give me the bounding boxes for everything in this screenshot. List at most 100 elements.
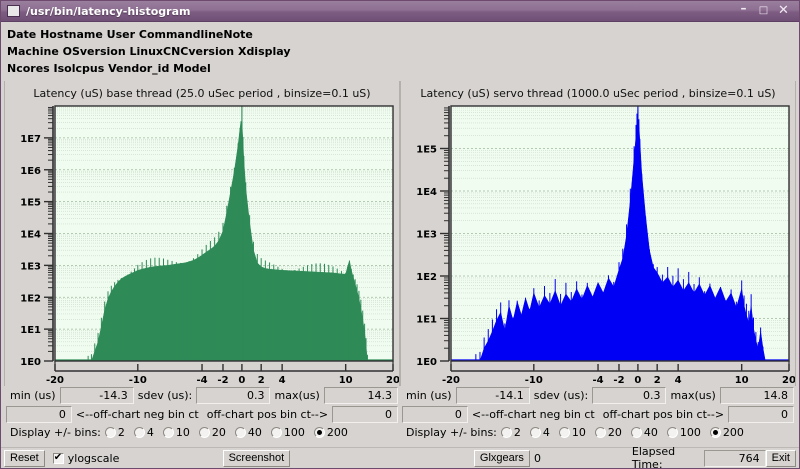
bins-radio-2[interactable]: 2 [104, 426, 131, 439]
svg-text:10: 10 [735, 375, 749, 385]
bins-radio-200[interactable]: 200 [313, 426, 354, 439]
off-chart-neg-value-base[interactable]: 0 [6, 405, 72, 423]
svg-text:1E2: 1E2 [416, 272, 437, 283]
title-bar[interactable]: /usr/bin/latency-histogram – □ ✕ [1, 1, 799, 22]
off-chart-pos-value-base[interactable]: 0 [332, 405, 398, 423]
bins-radio-10[interactable]: 10 [558, 426, 592, 439]
bins-radio-4[interactable]: 4 [133, 426, 160, 439]
bins-radio-label: 40 [247, 426, 262, 439]
radio-icon[interactable] [198, 427, 210, 438]
svg-text:2: 2 [654, 375, 661, 385]
svg-text:1E4: 1E4 [20, 230, 41, 241]
max-label-base: max(us) [274, 388, 320, 402]
bins-radio-label: 10 [175, 426, 190, 439]
svg-text:-2: -2 [217, 375, 228, 385]
svg-text:20: 20 [386, 375, 399, 385]
svg-text:-2: -2 [613, 375, 624, 385]
radio-icon[interactable] [594, 427, 606, 438]
bottom-toolbar: Reset ylogscale Screenshot Glxgears 0 El… [1, 445, 799, 468]
radio-icon[interactable] [133, 427, 145, 438]
ylogscale-checkbox[interactable]: ylogscale [52, 452, 119, 465]
chart-title-servo: Latency (uS) servo thread (1000.0 uSec p… [420, 87, 776, 100]
glxgears-value: 0 [533, 451, 541, 465]
bins-radio-label: 10 [571, 426, 586, 439]
sdev-value-servo[interactable]: 0.3 [592, 386, 667, 404]
bins-radio-40[interactable]: 40 [234, 426, 268, 439]
radio-icon[interactable] [630, 427, 642, 438]
max-value-base[interactable]: 14.3 [323, 386, 398, 404]
bins-radio-20[interactable]: 20 [594, 426, 628, 439]
bins-radio-label: 20 [607, 426, 622, 439]
off-chart-pos-value-servo[interactable]: 0 [728, 405, 794, 423]
bins-radio-label: 200 [722, 426, 744, 439]
radio-icon[interactable] [666, 427, 678, 438]
max-value-servo[interactable]: 14.8 [719, 386, 794, 404]
svg-text:-4: -4 [196, 375, 207, 385]
panel-servo-thread: Latency (uS) servo thread (1000.0 uSec p… [400, 81, 796, 386]
exit-button[interactable]: Exit [765, 449, 796, 467]
min-label-servo: min (us) [406, 388, 452, 402]
bins-radio-2[interactable]: 2 [500, 426, 527, 439]
min-value-base[interactable]: -14.3 [59, 386, 134, 404]
off-chart-pos-label-base: off-chart pos bin ct--> [206, 407, 329, 421]
radio-icon[interactable] [104, 427, 116, 438]
stats-servo-thread: min (us) -14.1 sdev (us): 0.3 max(us) 14… [400, 386, 796, 441]
bins-label-servo: Display +/- bins: [406, 426, 497, 439]
bins-radio-100[interactable]: 100 [666, 426, 707, 439]
svg-text:1E0: 1E0 [416, 357, 437, 368]
info-header: Date Hostname User CommandlineNote Machi… [1, 22, 799, 79]
bins-radio-label: 40 [643, 426, 658, 439]
radio-icon[interactable] [270, 427, 282, 438]
plot-base-thread: 1E0 1E1 1E2 1E3 1E4 1E5 1E6 1E7 -20 -10 -4 -2 0 2 4 10 2… [5, 103, 399, 385]
bins-radio-200[interactable]: 200 [709, 426, 750, 439]
bins-label-base: Display +/- bins: [10, 426, 101, 439]
radio-icon[interactable] [500, 427, 512, 438]
bins-radio-row-servo: Display +/- bins: 2 4 10 20 40 100 200 [402, 424, 794, 441]
bins-radio-4[interactable]: 4 [529, 426, 556, 439]
bins-radio-100[interactable]: 100 [270, 426, 311, 439]
bins-radio-label: 20 [211, 426, 226, 439]
bins-radio-label: 200 [326, 426, 348, 439]
svg-text:20: 20 [782, 375, 795, 385]
info-line-2: Machine OSversion LinuxCNCversion Xdispl… [7, 45, 291, 58]
svg-text:1E4: 1E4 [416, 187, 437, 198]
glxgears-button[interactable]: Glxgears [473, 449, 530, 467]
close-icon[interactable]: ✕ [778, 3, 789, 18]
off-chart-pos-label-servo: off-chart pos bin ct--> [602, 407, 725, 421]
radio-icon[interactable] [558, 427, 570, 438]
bins-radio-label: 2 [513, 426, 521, 439]
radio-icon[interactable] [313, 427, 325, 438]
radio-icon[interactable] [529, 427, 541, 438]
bins-radio-label: 4 [542, 426, 550, 439]
elapsed-time-value: 764 [703, 449, 766, 467]
svg-text:1E6: 1E6 [20, 166, 41, 177]
svg-text:1E3: 1E3 [20, 261, 41, 272]
svg-text:1E2: 1E2 [20, 293, 41, 304]
radio-icon[interactable] [709, 427, 721, 438]
svg-text:10: 10 [339, 375, 353, 385]
minimize-icon[interactable]: – [740, 1, 747, 15]
svg-text:1E1: 1E1 [416, 315, 437, 326]
info-line-1: Date Hostname User CommandlineNote [7, 28, 253, 41]
bins-radio-20[interactable]: 20 [198, 426, 232, 439]
svg-text:4: 4 [675, 375, 682, 385]
info-line-3: Ncores Isolcpus Vendor_id Model [7, 62, 211, 75]
sdev-value-base[interactable]: 0.3 [196, 386, 271, 404]
radio-icon[interactable] [162, 427, 174, 438]
stats-row-offchart-base: 0 <--off-chart neg bin ct off-chart pos … [6, 405, 398, 423]
reset-button[interactable]: Reset [4, 449, 45, 467]
bins-radio-40[interactable]: 40 [630, 426, 664, 439]
max-label-servo: max(us) [670, 388, 716, 402]
off-chart-neg-label-servo: <--off-chart neg bin ct [471, 407, 595, 421]
radio-icon[interactable] [234, 427, 246, 438]
svg-text:0: 0 [238, 375, 245, 385]
checkbox-icon[interactable] [52, 452, 64, 464]
off-chart-neg-value-servo[interactable]: 0 [402, 405, 468, 423]
min-value-servo[interactable]: -14.1 [455, 386, 530, 404]
screenshot-button[interactable]: Screenshot [222, 449, 291, 467]
bins-radio-10[interactable]: 10 [162, 426, 196, 439]
maximize-icon[interactable]: □ [758, 5, 769, 16]
bins-radio-group-base: 2 4 10 20 40 100 200 [104, 426, 357, 439]
